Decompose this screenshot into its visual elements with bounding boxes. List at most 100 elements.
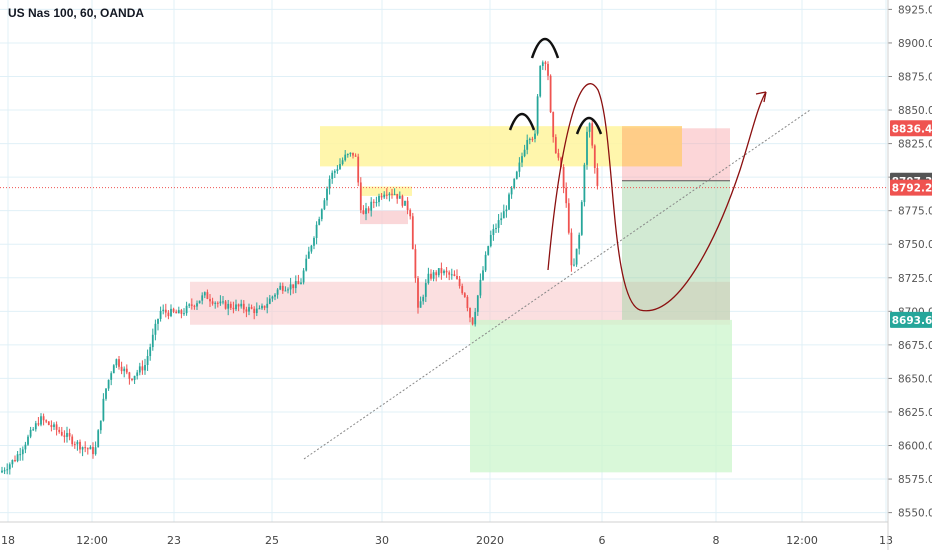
candle-body [172, 308, 175, 312]
candle-body [84, 447, 87, 449]
y-tick-label: 8775.0 [898, 206, 932, 218]
candle-body [68, 433, 71, 437]
candle-body [94, 447, 97, 455]
candle-body [45, 420, 48, 422]
candle-body [86, 448, 89, 450]
zone-resistance-yellow [320, 126, 682, 167]
candle-body [448, 272, 451, 275]
candle-body [570, 232, 573, 266]
zone-layer [190, 126, 732, 473]
candle-body [586, 131, 588, 165]
candle-body [180, 310, 183, 314]
candle-body [521, 156, 523, 163]
candle-body [209, 298, 211, 302]
candle-body [445, 270, 448, 273]
candle-body [76, 441, 79, 445]
candle-body [534, 133, 536, 139]
candle-body [107, 379, 110, 389]
x-tick-label: 12:00 [786, 534, 818, 547]
candle-body [583, 164, 586, 203]
candle-body [552, 112, 555, 138]
candle-body [133, 375, 136, 380]
candle-body [461, 286, 464, 294]
candle-body [224, 301, 227, 309]
candle-body [170, 308, 172, 317]
candle-body [385, 194, 388, 196]
candle-body [341, 160, 344, 165]
candle-body [276, 289, 279, 295]
candle-body [214, 302, 217, 304]
candle-body [102, 398, 105, 421]
candle-body [593, 145, 596, 169]
candle-body [32, 429, 35, 431]
candle-body [14, 459, 16, 462]
candle-body [531, 138, 534, 140]
candle-body [469, 308, 471, 318]
candle-body [409, 210, 412, 217]
candle-body [539, 65, 542, 97]
y-tick-label: 8825.0 [898, 139, 932, 151]
chart-title: US Nas 100, 60, OANDA [8, 6, 145, 20]
y-tick-label: 8850.0 [898, 105, 932, 117]
candle-body [508, 194, 510, 210]
candle-body [562, 167, 565, 188]
candle-body [151, 334, 154, 348]
candle-body [544, 62, 547, 64]
candle-body [492, 229, 495, 235]
candle-body [346, 154, 349, 156]
candle-body [203, 292, 206, 296]
candle-body [175, 311, 178, 314]
candle-body [391, 193, 393, 195]
candle-body [549, 75, 552, 113]
candle-body [435, 272, 438, 276]
candle-body [305, 258, 308, 271]
candle-body [523, 149, 526, 157]
candle-body [157, 318, 159, 324]
zone-small-pink [360, 210, 408, 225]
candle-body [164, 309, 167, 313]
candle-body [310, 245, 313, 252]
candle-body [27, 436, 29, 445]
x-tick-label: 25 [265, 534, 279, 547]
candle-body [60, 431, 63, 436]
candle-body [419, 301, 422, 308]
candle-body [427, 273, 430, 284]
candle-body [362, 210, 365, 214]
candle-body [242, 303, 245, 310]
candle-body [466, 296, 469, 309]
candle-body [398, 195, 401, 199]
candle-body [219, 301, 222, 304]
candle-body [1, 470, 3, 473]
overlap-box [622, 126, 682, 167]
candle-body [518, 162, 521, 172]
candle-body [105, 388, 107, 399]
y-tick-label: 8650.0 [898, 373, 932, 385]
candle-body [372, 201, 375, 203]
candle-body [154, 323, 157, 335]
candle-body [11, 459, 14, 465]
candle-body [487, 246, 490, 255]
right-shoulder-arc [575, 116, 603, 135]
candle-body [458, 278, 461, 287]
candle-body [396, 193, 399, 199]
candle-body [474, 311, 477, 325]
candle-body [73, 444, 76, 446]
candle-body [443, 270, 445, 274]
candle-body [365, 208, 367, 214]
candle-body [289, 284, 292, 290]
candle-body [375, 202, 378, 204]
candle-body [557, 153, 560, 158]
candle-body [328, 178, 331, 189]
price-label: 8836.4 [892, 123, 932, 135]
candle-body [383, 194, 386, 198]
candle-body [463, 293, 466, 297]
candle-body [79, 441, 81, 450]
candle-body [307, 251, 310, 259]
candle-body [248, 307, 250, 312]
candle-body [281, 285, 284, 291]
candle-body [227, 303, 230, 309]
candle-body [42, 416, 45, 421]
candle-body [450, 274, 453, 276]
